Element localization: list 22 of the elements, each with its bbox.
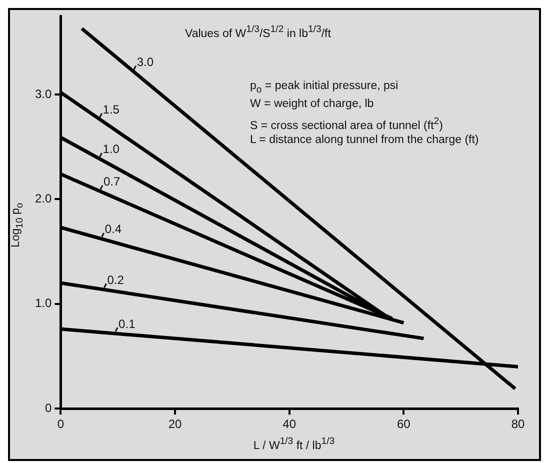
series-label: 3.0 [136,55,154,70]
series-label: 1.0 [102,142,120,156]
annotation: L = distance along tunnel from the charge (ft) [250,133,480,148]
x-axis-title: L / W$^{1/3}$ ft / lb$^{1/3}$ [252,435,336,454]
y-tick-label: 2.0 [34,192,52,206]
x-tick-label: 40 [282,417,296,432]
x-tick-label: 80 [511,417,525,432]
series-label: 0.4 [104,222,122,236]
y-tick-label: 1.0 [34,296,52,310]
x-tick-label: 60 [396,417,411,432]
annotation: Values of W$^{1/3}$/S$^{1/2}$ in lb$^{1/3}$/ft [185,23,331,42]
y-tick-label: 0 [44,400,52,415]
x-tick-label: 0 [57,417,64,432]
annotation: S = cross sectional area of tunnel (ft$^{2}$) [250,115,444,134]
series-label: 1.5 [102,102,120,117]
annotation: p$_{o}$ = peak initial pressure, psi [250,79,400,98]
series-label: 0.7 [103,174,120,189]
annotation: W = weight of charge, lb [250,97,375,112]
series-label: 0.2 [107,272,124,287]
series-label: 0.1 [118,316,136,331]
y-tick-label: 3.0 [34,86,52,101]
x-tick-label: 20 [168,417,182,432]
